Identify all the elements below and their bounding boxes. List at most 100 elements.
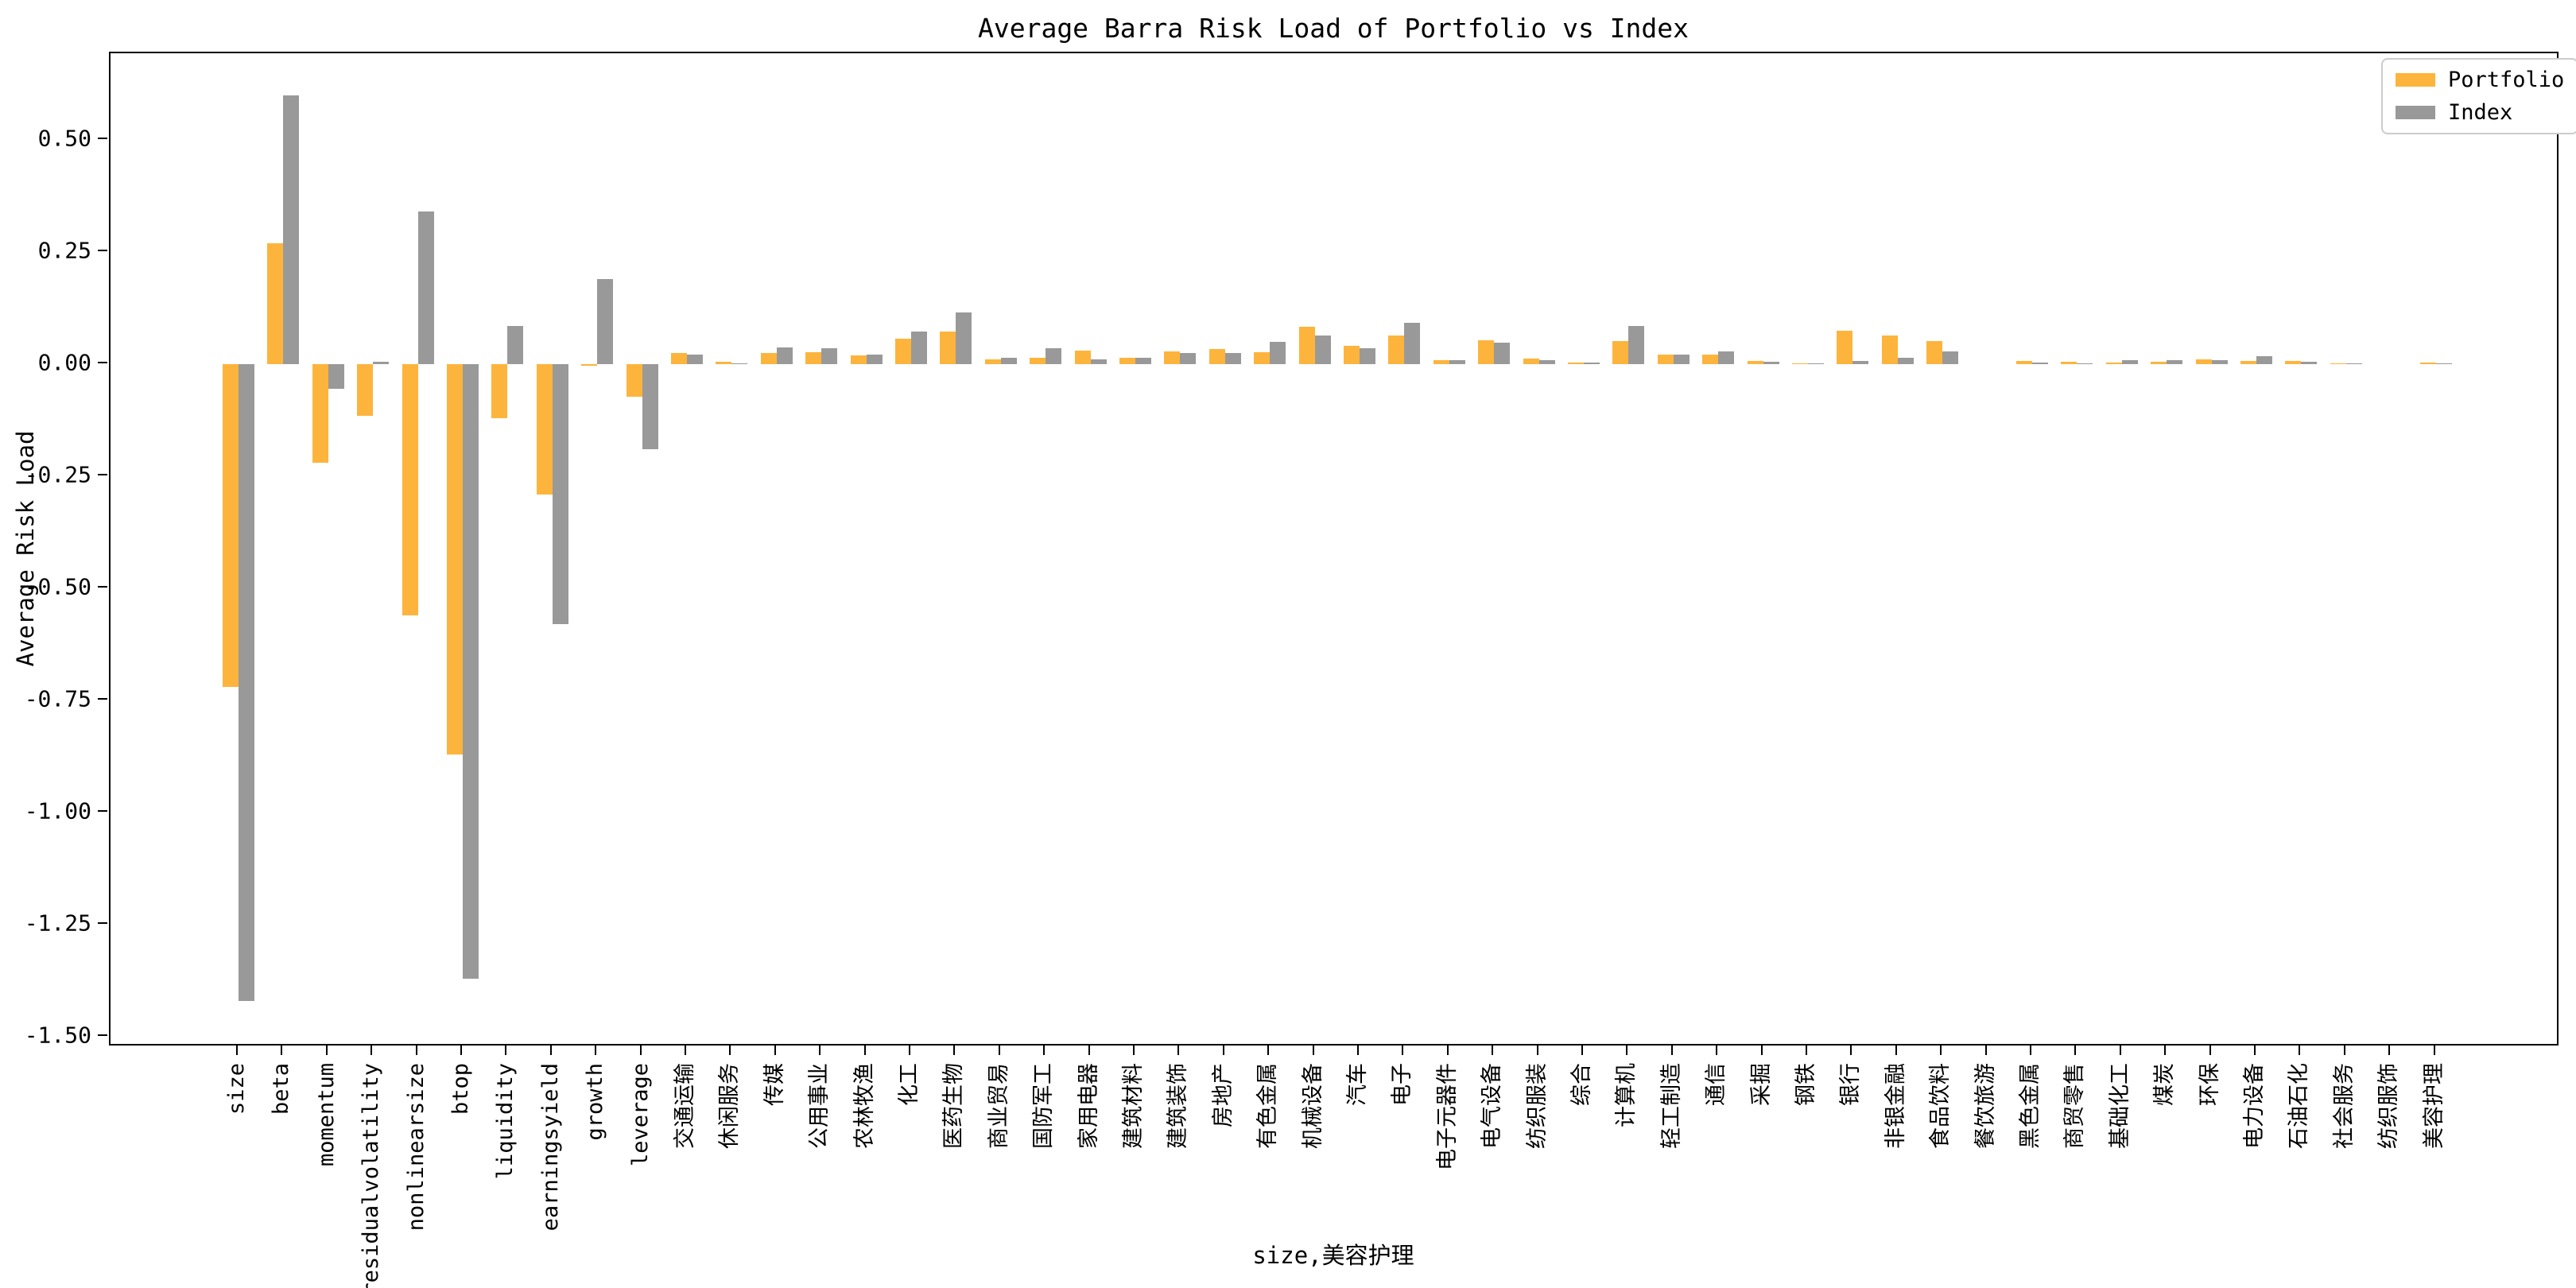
x-tick-mark — [1133, 1046, 1135, 1055]
x-tick-mark — [1850, 1046, 1852, 1055]
x-tick-label: momentum — [313, 1063, 339, 1167]
x-tick-mark — [2388, 1046, 2391, 1055]
x-tick-mark — [1716, 1046, 1718, 1055]
bar-portfolio-机械设备 — [1298, 327, 1315, 364]
x-tick-mark — [1895, 1046, 1897, 1055]
y-tick-mark — [98, 922, 107, 924]
x-tick-label: 黑色金属 — [2018, 1063, 2043, 1149]
bar-portfolio-momentum — [312, 364, 328, 464]
bar-index-钢铁 — [1808, 363, 1824, 364]
x-tick-label: 采掘 — [1748, 1063, 1774, 1106]
x-tick-mark — [595, 1046, 597, 1055]
x-tick-mark — [774, 1046, 776, 1055]
bar-portfolio-银行 — [1837, 330, 1853, 364]
y-tick-mark — [98, 250, 107, 251]
bar-index-btop — [463, 364, 479, 979]
x-tick-mark — [2209, 1046, 2211, 1055]
x-tick-mark — [729, 1046, 731, 1055]
bar-portfolio-交通运输 — [671, 352, 687, 364]
bar-index-医药生物 — [956, 312, 972, 364]
y-tick-mark — [98, 362, 107, 363]
bar-index-农林牧渔 — [866, 354, 883, 364]
bar-portfolio-轻工制造 — [1657, 355, 1674, 364]
x-tick-label: earningsyield — [537, 1063, 563, 1232]
bar-index-计算机 — [1628, 326, 1645, 364]
bar-portfolio-综合 — [1568, 363, 1584, 364]
bar-portfolio-汽车 — [1344, 346, 1360, 364]
x-tick-mark — [325, 1046, 328, 1055]
bar-index-有色金属 — [1270, 342, 1286, 364]
x-tick-label: 煤炭 — [2152, 1063, 2178, 1106]
bar-portfolio-有色金属 — [1254, 351, 1271, 364]
x-tick-label: 医药生物 — [941, 1063, 967, 1149]
portfolio-swatch — [2396, 73, 2435, 87]
x-tick-mark — [953, 1046, 956, 1055]
x-tick-label: 计算机 — [1614, 1063, 1639, 1127]
bar-portfolio-环保 — [2195, 359, 2212, 364]
x-tick-mark — [1402, 1046, 1404, 1055]
x-tick-label: 基础化工 — [2107, 1063, 2132, 1149]
x-tick-label: beta — [269, 1063, 294, 1115]
x-tick-label: 电力设备 — [2242, 1063, 2267, 1149]
bar-portfolio-农林牧渔 — [850, 355, 867, 364]
bar-index-电气设备 — [1494, 343, 1511, 364]
bar-portfolio-黑色金属 — [2016, 361, 2032, 364]
bar-portfolio-growth — [581, 364, 598, 366]
x-tick-label: size — [224, 1063, 249, 1115]
x-tick-mark — [370, 1046, 373, 1055]
x-tick-label: btop — [448, 1063, 473, 1115]
y-tick-label: -0.25 — [24, 461, 91, 488]
x-tick-mark — [281, 1046, 283, 1055]
x-tick-mark — [639, 1046, 642, 1055]
y-tick-label: -1.50 — [24, 1022, 91, 1049]
x-tick-label: 纺织服饰 — [2376, 1063, 2402, 1149]
x-tick-mark — [1088, 1046, 1090, 1055]
bar-portfolio-纺织服装 — [1523, 359, 1539, 364]
x-tick-label: 商贸零售 — [2062, 1063, 2088, 1149]
bar-portfolio-休闲服务 — [716, 361, 732, 364]
bar-index-环保 — [2211, 360, 2228, 364]
bar-index-食品饮料 — [1942, 351, 1959, 364]
x-tick-mark — [2119, 1046, 2121, 1055]
x-tick-mark — [1177, 1046, 1180, 1055]
bar-index-公用事业 — [821, 348, 838, 364]
bar-index-nonlinearsize — [417, 211, 434, 364]
bar-portfolio-btop — [447, 364, 463, 755]
x-tick-label: 纺织服装 — [1524, 1063, 1550, 1149]
index-swatch — [2396, 106, 2435, 119]
bar-portfolio-煤炭 — [2151, 361, 2167, 364]
legend-label-portfolio: Portfolio — [2448, 68, 2565, 92]
y-tick-mark — [98, 698, 107, 700]
y-tick-label: 0.00 — [37, 349, 91, 376]
bar-portfolio-nonlinearsize — [402, 364, 418, 615]
bar-index-交通运输 — [687, 355, 703, 364]
bar-index-电子元器件 — [1449, 359, 1465, 364]
x-tick-mark — [460, 1046, 462, 1055]
x-tick-mark — [2433, 1046, 2435, 1055]
x-tick-label: 机械设备 — [1300, 1063, 1325, 1149]
y-tick-mark — [98, 1034, 107, 1036]
bar-portfolio-商贸零售 — [2061, 361, 2077, 364]
bar-portfolio-基础化工 — [2105, 363, 2122, 364]
x-tick-label: 环保 — [2197, 1063, 2222, 1106]
x-tick-label: 电气设备 — [1480, 1063, 1505, 1149]
bar-index-煤炭 — [2167, 360, 2183, 364]
y-tick-label: -1.25 — [24, 910, 91, 937]
bar-index-建筑装饰 — [1180, 352, 1197, 364]
bar-portfolio-公用事业 — [805, 352, 822, 364]
bar-index-商业贸易 — [1000, 358, 1017, 364]
bar-portfolio-传媒 — [760, 352, 777, 364]
x-tick-label: 国防军工 — [1031, 1063, 1057, 1149]
x-tick-mark — [1626, 1046, 1628, 1055]
bar-index-美容护理 — [2435, 363, 2452, 364]
x-tick-label: 传媒 — [762, 1063, 787, 1106]
bar-index-size — [239, 364, 254, 1001]
x-tick-mark — [1446, 1046, 1449, 1055]
bar-index-liquidity — [507, 326, 524, 364]
bar-index-机械设备 — [1314, 336, 1331, 364]
x-tick-label: liquidity — [493, 1063, 518, 1180]
x-tick-label: 石油石化 — [2287, 1063, 2312, 1149]
x-tick-mark — [1222, 1046, 1224, 1055]
x-tick-mark — [909, 1046, 910, 1055]
x-tick-mark — [2074, 1046, 2077, 1055]
